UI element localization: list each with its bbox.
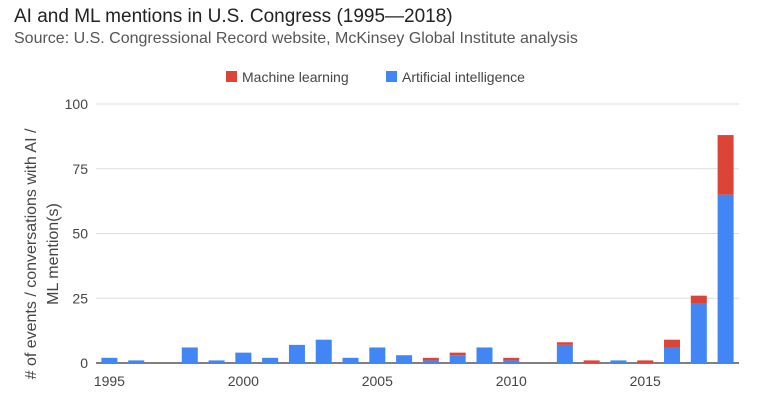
bar-machine-learning-2007[interactable] xyxy=(422,357,439,361)
bar-artificial-intelligence-2018[interactable] xyxy=(717,194,734,363)
bar-machine-learning-2018[interactable] xyxy=(717,135,734,195)
y-tick-label: 100 xyxy=(65,96,89,112)
bar-artificial-intelligence-1998[interactable] xyxy=(181,347,198,363)
bar-machine-learning-2008[interactable] xyxy=(449,352,466,356)
bar-artificial-intelligence-2004[interactable] xyxy=(342,357,359,363)
legend-label-machine-learning: Machine learning xyxy=(242,69,349,85)
y-tick-label: 50 xyxy=(72,226,88,242)
bar-artificial-intelligence-2008[interactable] xyxy=(449,355,466,363)
x-tick-label: 2010 xyxy=(496,373,527,389)
bar-artificial-intelligence-2005[interactable] xyxy=(369,347,386,363)
y-axis-label: ML mention(s) xyxy=(45,203,62,305)
bar-artificial-intelligence-2007[interactable] xyxy=(422,360,439,363)
bar-artificial-intelligence-1995[interactable] xyxy=(101,357,118,363)
y-axis-label: # of events / conversations with AI / xyxy=(23,128,40,379)
legend-swatch-machine-learning xyxy=(226,71,237,82)
bar-artificial-intelligence-2001[interactable] xyxy=(262,357,279,363)
bar-artificial-intelligence-2014[interactable] xyxy=(610,360,627,363)
legend-swatch-artificial-intelligence xyxy=(386,71,397,82)
bar-machine-learning-2015[interactable] xyxy=(637,360,654,363)
bar-artificial-intelligence-2006[interactable] xyxy=(396,355,413,363)
bar-artificial-intelligence-2009[interactable] xyxy=(476,347,493,363)
bar-machine-learning-2013[interactable] xyxy=(583,360,600,363)
bar-artificial-intelligence-2016[interactable] xyxy=(664,347,681,363)
chart-title: AI and ML mentions in U.S. Congress (199… xyxy=(14,6,453,27)
x-tick-label: 1995 xyxy=(94,373,125,389)
y-tick-label: 75 xyxy=(72,161,88,177)
bar-artificial-intelligence-2000[interactable] xyxy=(235,352,252,363)
chart-subtitle: Source: U.S. Congressional Record websit… xyxy=(14,30,578,47)
bar-artificial-intelligence-2003[interactable] xyxy=(315,339,332,363)
bar-artificial-intelligence-2017[interactable] xyxy=(690,303,707,363)
legend-label-artificial-intelligence: Artificial intelligence xyxy=(402,69,525,85)
bar-machine-learning-2010[interactable] xyxy=(503,357,520,361)
x-tick-label: 2005 xyxy=(362,373,393,389)
bar-artificial-intelligence-1999[interactable] xyxy=(208,360,225,363)
bar-machine-learning-2012[interactable] xyxy=(556,342,573,345)
x-tick-label: 2000 xyxy=(228,373,259,389)
bar-machine-learning-2016[interactable] xyxy=(664,339,681,348)
bar-artificial-intelligence-2012[interactable] xyxy=(556,344,573,363)
y-tick-label: 25 xyxy=(72,290,88,306)
y-tick-label: 0 xyxy=(80,355,88,371)
x-tick-label: 2015 xyxy=(630,373,661,389)
bar-artificial-intelligence-2002[interactable] xyxy=(288,344,305,363)
bar-artificial-intelligence-1996[interactable] xyxy=(128,360,145,363)
bar-machine-learning-2017[interactable] xyxy=(690,295,707,304)
bar-artificial-intelligence-2010[interactable] xyxy=(503,360,520,363)
